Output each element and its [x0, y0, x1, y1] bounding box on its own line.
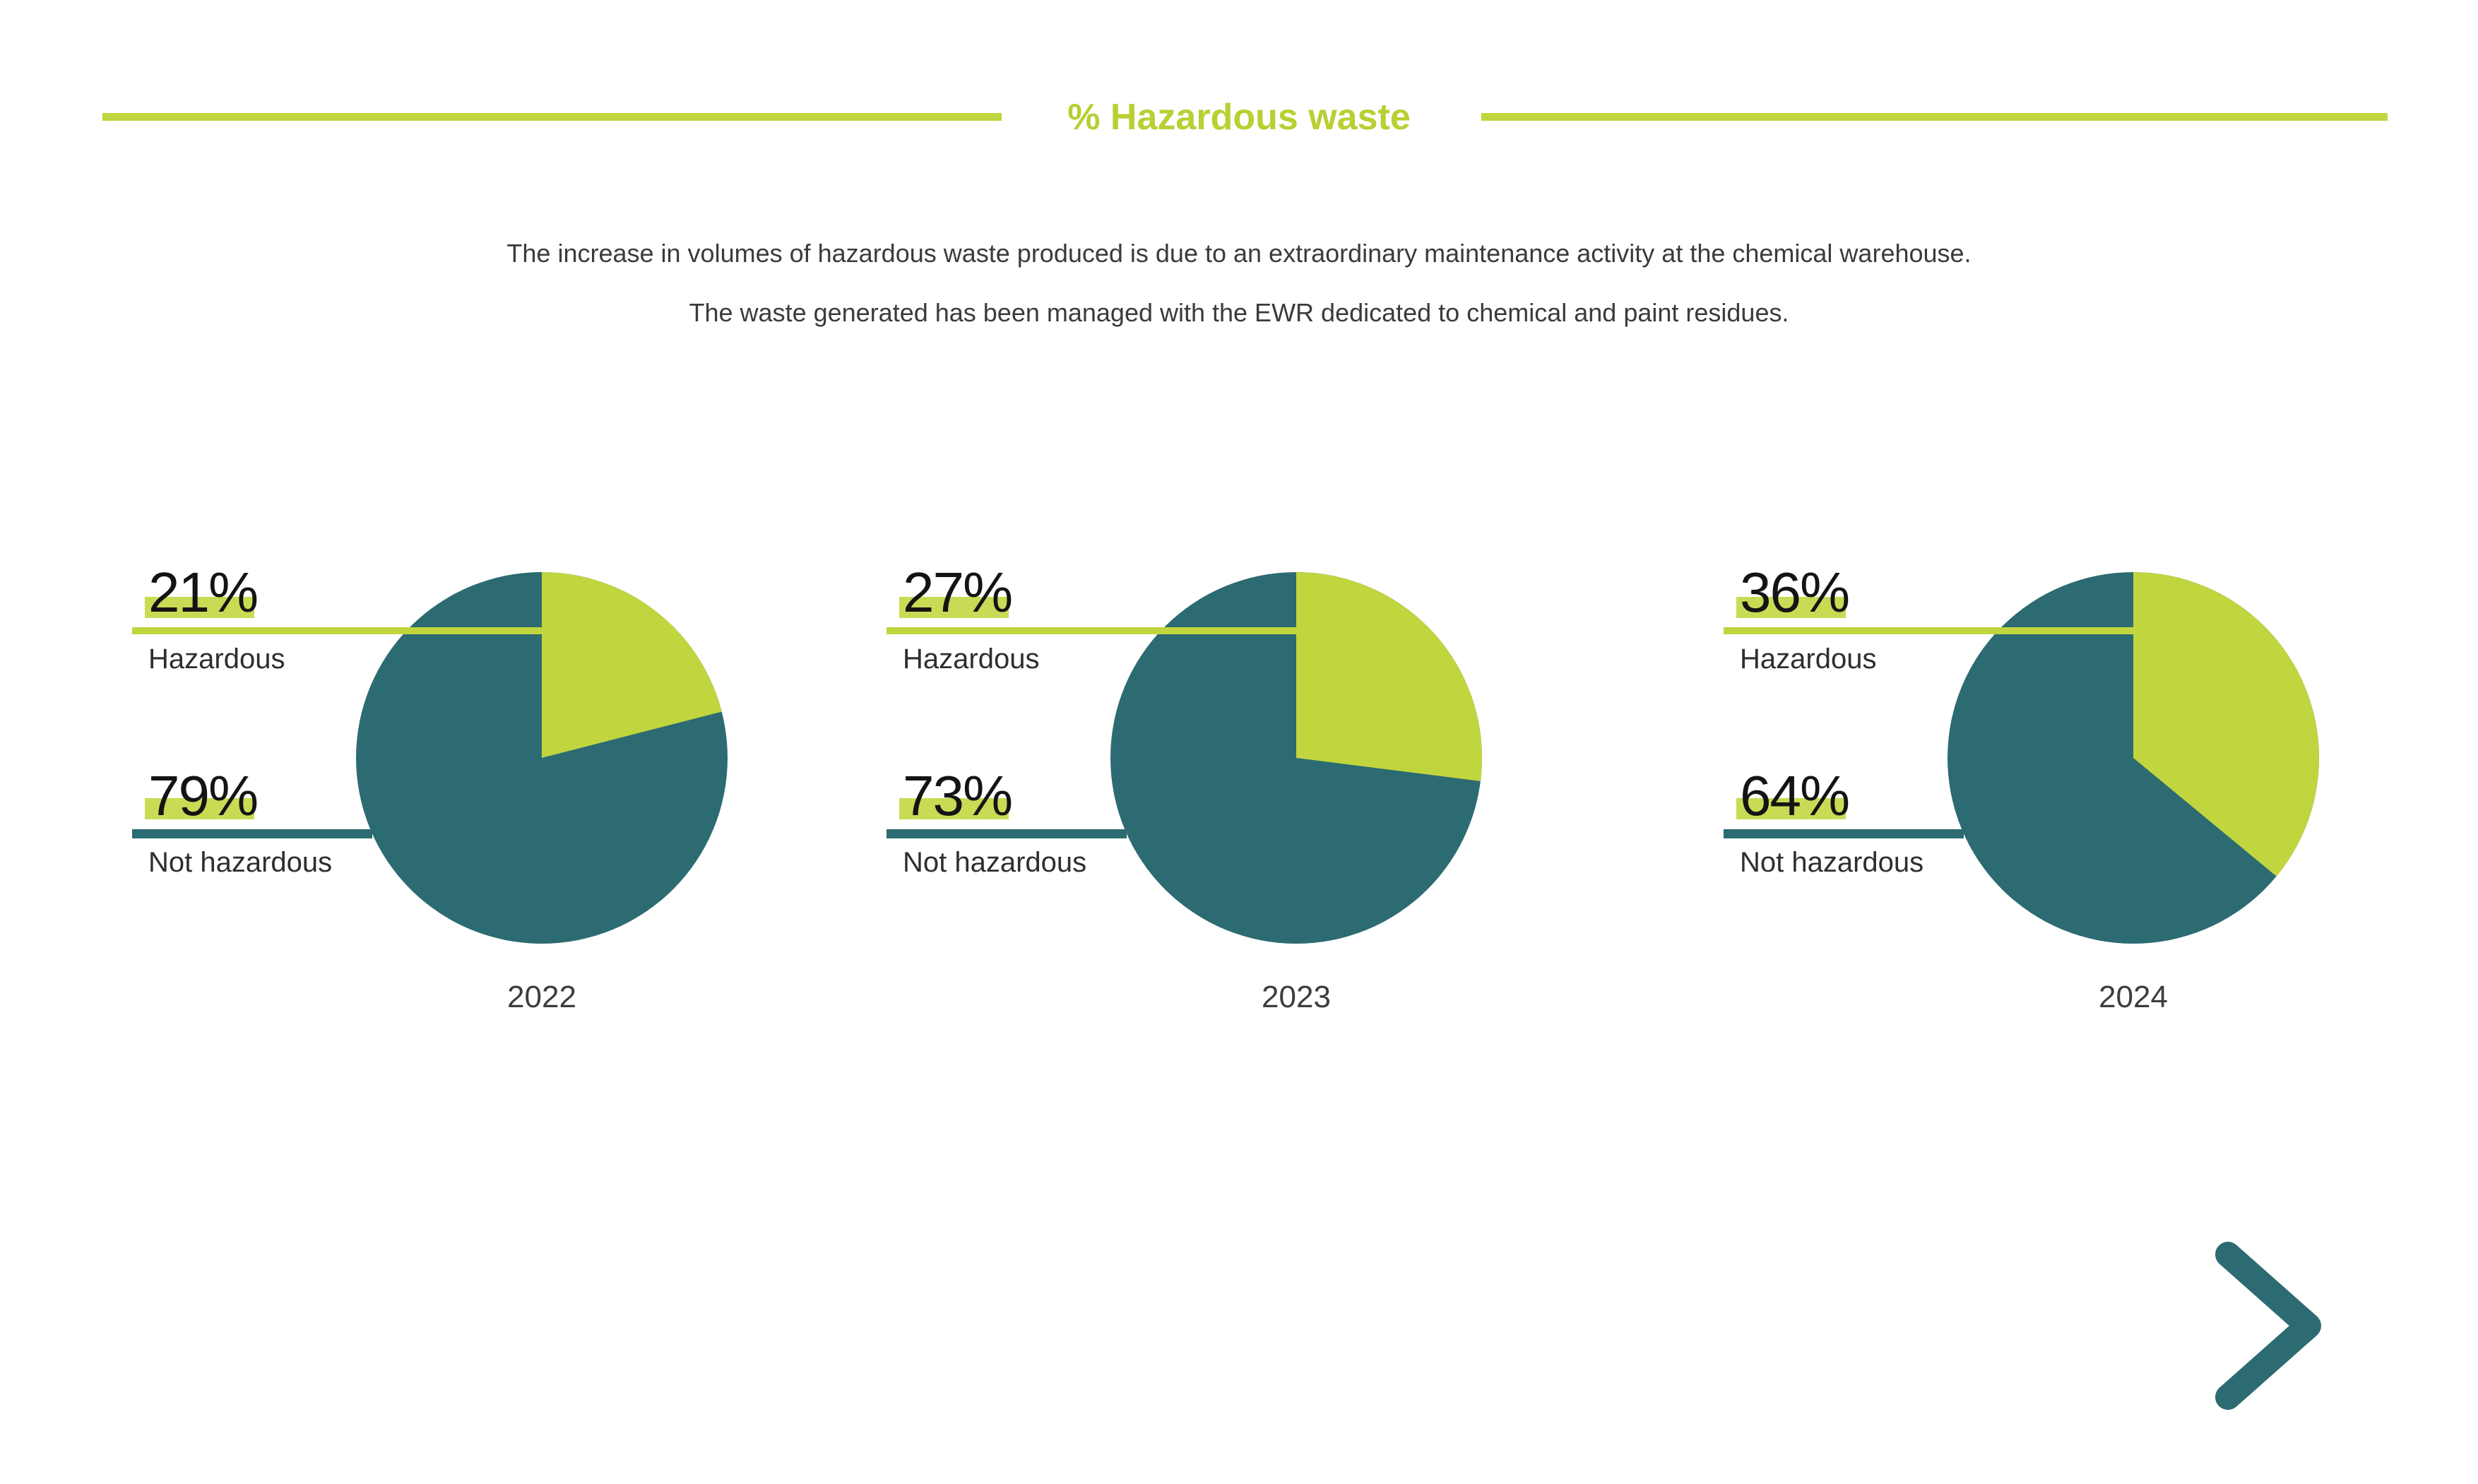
not-hazardous-value: 73% — [903, 764, 1013, 827]
pie-group-2023: 27% Hazardous 73% Not hazardous 2023 — [887, 557, 1678, 1065]
chevron-right-icon — [2215, 1242, 2321, 1410]
not-hazardous-value-highlight — [1736, 798, 1846, 819]
not-hazardous-value-highlight — [899, 798, 1009, 819]
year-label: 2024 — [2099, 980, 2168, 1014]
subtitle-line-1: The increase in volumes of hazardous was… — [506, 239, 1972, 268]
hazardous-value-highlight — [1736, 597, 1846, 618]
not-hazardous-label: Not hazardous — [1740, 847, 1924, 878]
hazardous-value-highlight — [899, 597, 1009, 618]
page-title: % Hazardous waste — [1067, 97, 1411, 138]
pie-chart-2024 — [1948, 572, 2319, 944]
pie-chart-2023 — [1110, 572, 1482, 944]
subtitle-line-2: The waste generated has been managed wit… — [689, 298, 1789, 327]
pie-slice-hazardous — [2133, 572, 2319, 877]
not-hazardous-callout-line — [132, 829, 372, 838]
pie-chart-2022 — [356, 572, 728, 944]
not-hazardous-label: Not hazardous — [148, 847, 333, 878]
hazardous-value: 27% — [903, 561, 1013, 624]
not-hazardous-value: 79% — [148, 764, 259, 827]
not-hazardous-label: Not hazardous — [903, 847, 1087, 878]
hazardous-value: 36% — [1740, 561, 1850, 624]
year-label: 2022 — [507, 980, 576, 1014]
next-button[interactable] — [2210, 1237, 2330, 1414]
hazardous-value: 21% — [148, 561, 259, 624]
subtitle: The increase in volumes of hazardous was… — [0, 239, 2478, 328]
pie-group-2024: 36% Hazardous 64% Not hazardous 2024 — [1724, 557, 2478, 1065]
hazardous-label: Hazardous — [148, 643, 285, 675]
pie-slice-hazardous — [542, 572, 722, 758]
not-hazardous-value-highlight — [145, 798, 254, 819]
year-label: 2023 — [1262, 980, 1331, 1014]
hazardous-value-highlight — [145, 597, 254, 618]
hazardous-callout-line — [1724, 627, 2136, 634]
not-hazardous-callout-line — [1724, 829, 1964, 838]
pie-group-2022: 21% Hazardous 79% Not hazardous 2022 — [132, 557, 923, 1065]
hazardous-label: Hazardous — [903, 643, 1040, 675]
hazardous-callout-line — [132, 627, 545, 634]
not-hazardous-callout-line — [887, 829, 1127, 838]
header-divider-left — [102, 113, 1002, 121]
hazardous-callout-line — [887, 627, 1299, 634]
pie-slice-hazardous — [1296, 572, 1482, 781]
header-divider-right — [1481, 113, 2388, 121]
not-hazardous-value: 64% — [1740, 764, 1850, 827]
hazardous-label: Hazardous — [1740, 643, 1877, 675]
